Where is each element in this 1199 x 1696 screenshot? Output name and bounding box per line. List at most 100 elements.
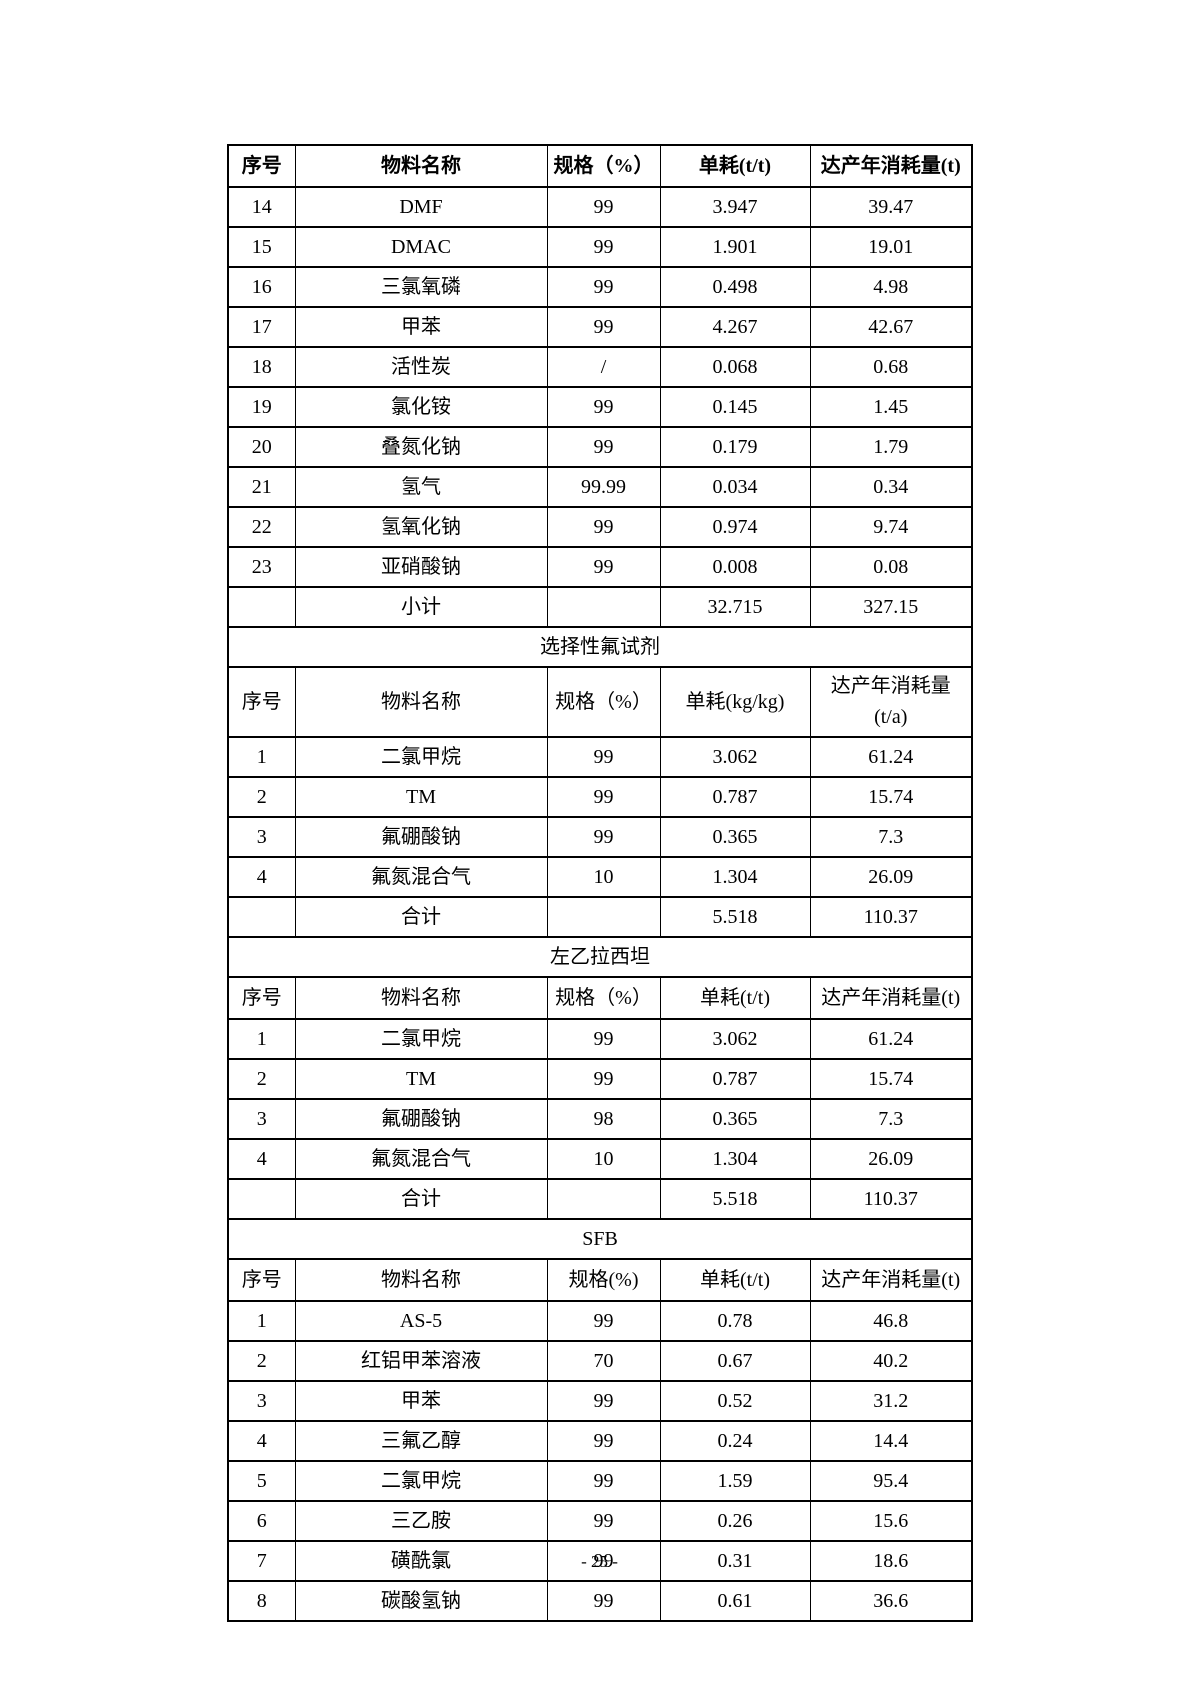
table-cell: DMF	[294, 186, 548, 228]
table-cell: 3.062	[659, 736, 811, 778]
table-row: 合计 5.518 110.37	[227, 896, 973, 938]
table-cell: 二氯甲烷	[294, 736, 548, 778]
table-cell: 单耗(t/t)	[659, 1258, 811, 1302]
table-cell: 活性炭	[294, 346, 548, 388]
table-cell: 亚硝酸钠	[294, 546, 548, 588]
table-cell: 15.6	[809, 1500, 973, 1542]
table-cell: 小计	[294, 586, 548, 628]
table-cell: 4	[227, 856, 296, 898]
table-cell: 1	[227, 1018, 296, 1060]
table-cell: 2	[227, 1058, 296, 1100]
table-cell: 5.518	[659, 896, 811, 938]
table-cell	[546, 896, 661, 938]
table-cell: 3.947	[659, 186, 811, 228]
table-cell: 18	[227, 346, 296, 388]
table-cell: 15.74	[809, 776, 973, 818]
table-cell: 10	[546, 1138, 661, 1180]
table-cell: 0.179	[659, 426, 811, 468]
table-row: 4 三氟乙醇 99 0.24 14.4	[227, 1420, 973, 1462]
table-cell: 三氯氧磷	[294, 266, 548, 308]
table-cell: 3	[227, 1098, 296, 1140]
table-cell: 17	[227, 306, 296, 348]
table-cell: 22	[227, 506, 296, 548]
table-cell: 氟氮混合气	[294, 1138, 548, 1180]
table-cell: DMAC	[294, 226, 548, 268]
table-cell: 氢氧化钠	[294, 506, 548, 548]
table-cell: 3.062	[659, 1018, 811, 1060]
table-cell: /	[546, 346, 661, 388]
table-cell: 42.67	[809, 306, 973, 348]
table-cell: 规格(%)	[546, 1258, 661, 1302]
table-cell: 95.4	[809, 1460, 973, 1502]
table-cell: 合计	[294, 1178, 548, 1220]
table-cell: 21	[227, 466, 296, 508]
table-cell: 0.52	[659, 1380, 811, 1422]
table-cell: 99	[546, 306, 661, 348]
table-cell: 99	[546, 1300, 661, 1342]
table-row: 1 AS-5 99 0.78 46.8	[227, 1300, 973, 1342]
materials-table: 序号 物料名称 规格（%） 单耗(t/t) 达产年消耗量(t) 14 DMF 99 3.947 3…	[227, 144, 973, 1622]
section-label: 左乙拉西坦	[227, 936, 973, 978]
table-cell: 序号	[227, 976, 296, 1020]
table-cell: 规格（%）	[546, 976, 661, 1020]
table-row: 2 TM 99 0.787 15.74	[227, 776, 973, 818]
table-cell: 甲苯	[294, 1380, 548, 1422]
table-cell: 2	[227, 776, 296, 818]
table-row: 15 DMAC 99 1.901 19.01	[227, 226, 973, 268]
table-cell: 物料名称	[294, 144, 548, 188]
table-row: 序号 物料名称 规格（%） 单耗(t/t) 达产年消耗量(t)	[227, 144, 973, 188]
table-cell: 70	[546, 1340, 661, 1382]
table-cell: 39.47	[809, 186, 973, 228]
table-cell: 单耗(t/t)	[659, 144, 811, 188]
table-cell: 0.31	[659, 1540, 811, 1582]
table-cell: TM	[294, 776, 548, 818]
table-cell: 1.59	[659, 1460, 811, 1502]
table-cell: 序号	[227, 1258, 296, 1302]
table-row: 2 红铝甲苯溶液 70 0.67 40.2	[227, 1340, 973, 1382]
table-cell: 0.67	[659, 1340, 811, 1382]
table-cell: 规格（%）	[546, 144, 661, 188]
table-cell: 26.09	[809, 1138, 973, 1180]
table-cell: 99	[546, 1500, 661, 1542]
table-row: 1 二氯甲烷 99 3.062 61.24	[227, 736, 973, 778]
table-cell: 0.787	[659, 776, 811, 818]
table-cell: 26.09	[809, 856, 973, 898]
table-cell: 单耗(kg/kg)	[659, 666, 811, 738]
table-row: 8 碳酸氢钠 99 0.61 36.6	[227, 1580, 973, 1622]
table-cell: 2	[227, 1340, 296, 1382]
table-cell: 序号	[227, 144, 296, 188]
table-cell: 二氯甲烷	[294, 1460, 548, 1502]
table-cell: 氢气	[294, 466, 548, 508]
table-cell: 甲苯	[294, 306, 548, 348]
table-row: 6 三乙胺 99 0.26 15.6	[227, 1500, 973, 1542]
table-cell: 7	[227, 1540, 296, 1582]
section-row: 左乙拉西坦	[227, 936, 973, 978]
table-row: 19 氯化铵 99 0.145 1.45	[227, 386, 973, 428]
table-cell: 达产年消耗量(t)	[809, 1258, 973, 1302]
table-cell: 4.267	[659, 306, 811, 348]
table-cell: 达产年消耗量 (t/a)	[809, 666, 973, 738]
table-cell: 7.3	[809, 816, 973, 858]
table-cell: 3	[227, 816, 296, 858]
table-row: 3 甲苯 99 0.52 31.2	[227, 1380, 973, 1422]
table-cell: 1.304	[659, 1138, 811, 1180]
table-cell: AS-5	[294, 1300, 548, 1342]
table-row: 合计 5.518 110.37	[227, 1178, 973, 1220]
table-row: 4 氟氮混合气 10 1.304 26.09	[227, 1138, 973, 1180]
table-cell: 99	[546, 546, 661, 588]
table-cell: 99	[546, 736, 661, 778]
table-cell: 规格（%）	[546, 666, 661, 738]
table-cell: 23	[227, 546, 296, 588]
table-row: 小计 32.715 327.15	[227, 586, 973, 628]
table-row: 2 TM 99 0.787 15.74	[227, 1058, 973, 1100]
table-cell: 0.61	[659, 1580, 811, 1622]
table-cell: 1.79	[809, 426, 973, 468]
table-cell: 物料名称	[294, 1258, 548, 1302]
table-cell: 99	[546, 426, 661, 468]
table-cell: 物料名称	[294, 976, 548, 1020]
table-cell: 0.787	[659, 1058, 811, 1100]
table-cell: 5.518	[659, 1178, 811, 1220]
table-cell: 99	[546, 1058, 661, 1100]
table-row: 序号 物料名称 规格(%) 单耗(t/t) 达产年消耗量(t)	[227, 1258, 973, 1302]
table-row: 17 甲苯 99 4.267 42.67	[227, 306, 973, 348]
